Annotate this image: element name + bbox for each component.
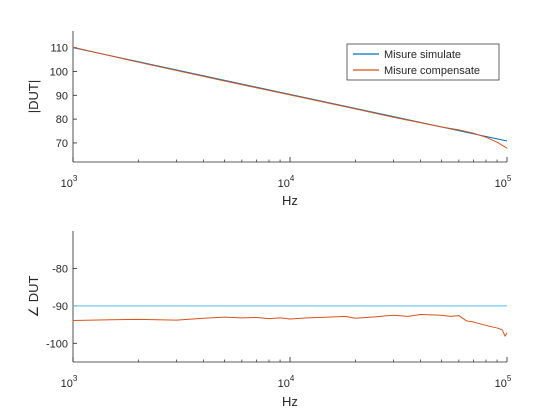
y-tick-label: 90 bbox=[56, 90, 68, 102]
x-tick-label: 103 bbox=[61, 174, 78, 190]
legend-box bbox=[346, 43, 500, 81]
y-tick-label: -100 bbox=[46, 338, 68, 350]
y-tick-label: -80 bbox=[52, 263, 68, 275]
x-tick-label: 104 bbox=[278, 374, 295, 390]
y-tick-label: 100 bbox=[50, 66, 68, 78]
y-tick-label: -90 bbox=[52, 301, 68, 313]
x-tick-label: 105 bbox=[495, 374, 512, 390]
magnitude-plot: 70 80 90 100 110 103 104 105 Hz |DUT| Misure simul… bbox=[26, 31, 512, 208]
y-tick-label: 80 bbox=[56, 114, 68, 126]
series-line bbox=[72, 46, 508, 149]
x-tick-label: 104 bbox=[278, 174, 295, 190]
x-axis-label: Hz bbox=[282, 394, 298, 409]
y-tick-label: 110 bbox=[50, 43, 68, 55]
legend-entry: Misure compensate bbox=[384, 65, 480, 77]
legend: Misure simulate Misure compensate bbox=[346, 43, 500, 81]
y-axis-label: |DUT| bbox=[26, 80, 41, 113]
legend-entry: Misure simulate bbox=[384, 49, 461, 61]
x-tick-label: 105 bbox=[495, 174, 512, 190]
phase-plot: -80 -90 -100 103 104 105 Hz ∠ DUT bbox=[26, 231, 512, 409]
y-tick-label: 70 bbox=[56, 138, 68, 150]
x-axis-label: Hz bbox=[282, 193, 298, 208]
y-axis-label: ∠ DUT bbox=[26, 275, 41, 317]
x-tick-label: 103 bbox=[61, 374, 78, 390]
series-line bbox=[72, 313, 508, 337]
